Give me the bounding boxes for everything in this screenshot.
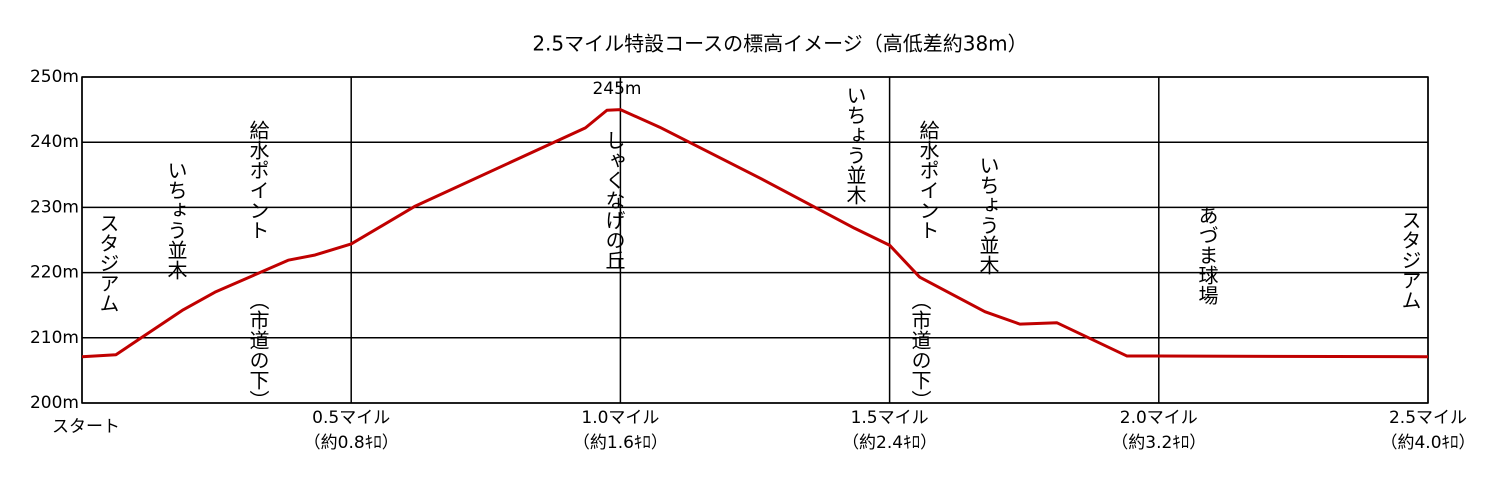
annotation: （市道の下） xyxy=(246,290,270,410)
x-tick-sublabel: （約1.6ｷﾛ） xyxy=(573,433,668,453)
y-tick-label: 240m xyxy=(30,132,79,152)
y-tick-label: 220m xyxy=(30,263,79,283)
elevation-line xyxy=(81,108,1429,359)
x-tick-sublabel: （約2.4ｷﾛ） xyxy=(842,433,937,453)
chart-title: 2.5マイル特設コースの標高イメージ（高低差約38m） xyxy=(532,32,1027,56)
annotation: スタジアム xyxy=(96,213,120,313)
annotation: 245m xyxy=(592,79,641,99)
x-tick-sublabel: （約0.8ｷﾛ） xyxy=(304,433,399,453)
plot-frame xyxy=(81,76,1429,404)
annotation: しゃくなげの丘 xyxy=(602,130,626,270)
x-tick-sublabel: （約4.0ｷﾛ） xyxy=(1380,433,1475,453)
annotation: いちょう並木 xyxy=(843,85,867,205)
annotation: いちょう並木 xyxy=(976,155,1000,275)
y-tick-label: 230m xyxy=(30,197,79,217)
annotation: いちょう並木 xyxy=(164,160,188,280)
x-tick-label: 0.5マイル xyxy=(312,408,390,428)
x-tick-sublabel: （約3.2ｷﾛ） xyxy=(1111,433,1206,453)
annotation: スタジアム xyxy=(1398,210,1422,310)
x-tick-label: スタート xyxy=(52,417,120,437)
y-tick-label: 210m xyxy=(30,328,79,348)
x-tick-label: 1.5マイル xyxy=(851,408,929,428)
x-tick-label: 2.0マイル xyxy=(1120,408,1198,428)
annotation: （市道の下） xyxy=(908,290,932,410)
annotation: あづま球場 xyxy=(1195,205,1219,305)
annotation: 給水ポイント xyxy=(246,120,270,240)
y-tick-label: 200m xyxy=(30,393,79,413)
x-tick-label: 2.5マイル xyxy=(1389,408,1467,428)
y-tick-label: 250m xyxy=(30,67,79,87)
annotation: 給水ポイント xyxy=(916,120,940,240)
x-tick-label: 1.0マイル xyxy=(581,408,659,428)
